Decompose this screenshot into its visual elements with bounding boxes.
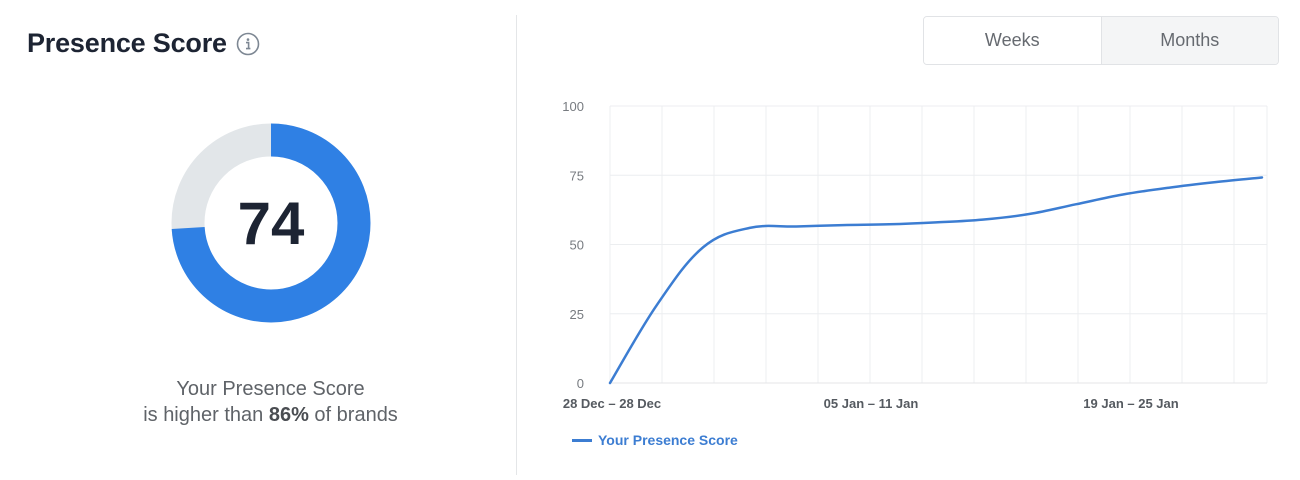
presence-score-line-chart: 0 25 50 75 100 28 Dec – 28 Dec 05 Jan – 11 Jan… [562,99,1268,411]
panel-divider [516,15,517,475]
score-caption: Your Presence Score is higher than 86% o… [0,376,541,428]
period-toggle: Weeks Months [923,16,1279,65]
caption-percent: 86% [268,404,309,426]
x-tick-label: 19 Jan – 25 Jan [1083,396,1178,411]
y-tick-label: 100 [562,99,584,114]
page-title: Presence Score [27,28,260,59]
donut-progress-arc [171,123,371,323]
series-line-presence-score[interactable] [608,176,1264,385]
title-text: Presence Score [27,28,227,58]
toggle-weeks-button[interactable]: Weeks [924,17,1102,64]
y-tick-label: 0 [577,376,584,391]
legend-label: Your Presence Score [598,432,738,448]
caption-line-2: is higher than 86% of brands [0,402,541,428]
caption-suffix: of brands [314,404,398,426]
y-tick-label: 25 [570,307,584,322]
y-tick-label: 50 [570,238,584,253]
chart-legend-item[interactable]: Your Presence Score [572,432,738,448]
score-value: 74 [237,189,305,257]
toggle-months-button[interactable]: Months [1101,17,1278,64]
caption-prefix: is higher than [143,404,264,426]
info-icon[interactable] [236,32,260,56]
x-tick-label: 05 Jan – 11 Jan [824,396,919,411]
caption-line-1: Your Presence Score [176,378,365,400]
score-donut-chart [171,123,371,323]
presence-score-panel: Presence Score 74 Your Presence Score is… [0,0,516,480]
x-tick-label: 28 Dec – 28 Dec [563,396,661,411]
legend-line-icon [572,438,592,442]
y-tick-label: 75 [570,168,584,183]
